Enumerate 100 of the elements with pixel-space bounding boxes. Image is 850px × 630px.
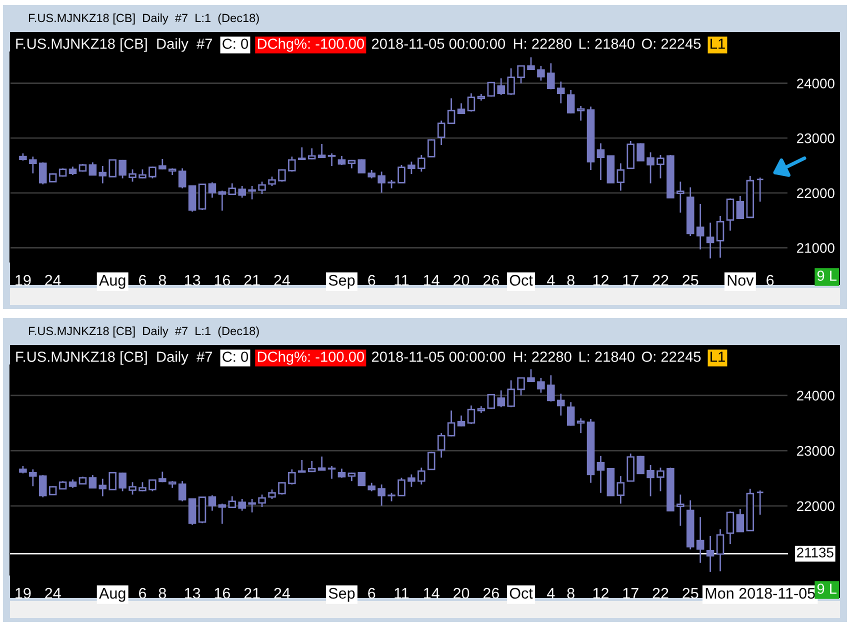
x-tick-label: 25 xyxy=(682,274,698,286)
y-tick-label: 24000 xyxy=(797,78,834,88)
candlestick xyxy=(656,154,664,180)
candlestick xyxy=(358,472,366,486)
candlestick xyxy=(517,377,525,396)
candlestick xyxy=(556,80,565,104)
text: 2018-11-05 00:00:00 xyxy=(372,352,506,362)
candlestick xyxy=(328,465,336,480)
x-tick-label: 6 xyxy=(766,274,774,286)
candlestick xyxy=(128,481,136,496)
candlestick xyxy=(616,475,625,504)
y-tick-label: 22000 xyxy=(797,501,834,512)
x-tick-label: Nov xyxy=(728,275,754,286)
candlestick xyxy=(507,68,515,96)
chart-title: F.US.MJNKZ18 [CB] Daily #7 L:1 (Dec18) xyxy=(28,14,259,24)
candlestick xyxy=(248,498,256,514)
candlestick xyxy=(278,481,286,496)
text: C: 0 xyxy=(222,352,248,362)
candlestick xyxy=(298,459,306,473)
x-tick-label: Oct xyxy=(510,274,533,286)
candlestick xyxy=(308,148,316,160)
text: F.US.MJNKZ18 [CB] Daily #7 xyxy=(16,351,212,365)
candlestick xyxy=(537,65,545,82)
candlestick xyxy=(408,160,416,175)
candlestick xyxy=(706,535,714,573)
candlestick xyxy=(457,102,466,115)
x-tick-label: 16 xyxy=(214,274,230,286)
candlestick xyxy=(547,62,555,90)
x-tick-label: 6 xyxy=(368,588,376,599)
candlestick xyxy=(408,474,416,488)
candlestick xyxy=(706,222,714,260)
candlestick xyxy=(288,468,296,486)
candlestick xyxy=(208,182,216,198)
candlestick xyxy=(298,146,306,160)
candlestick xyxy=(418,466,426,486)
x-tick-label: 8 xyxy=(158,274,166,286)
y-tick-label: 23000 xyxy=(797,133,834,144)
candlestick xyxy=(457,414,466,428)
candlestick xyxy=(38,162,47,185)
candlestick xyxy=(258,494,266,508)
text: O: 22245 xyxy=(642,38,701,49)
candlestick xyxy=(398,164,406,184)
candlestick xyxy=(318,456,326,472)
candlestick xyxy=(726,198,734,232)
candlestick xyxy=(148,166,156,180)
text: F.US.MJNKZ18 [CB] Daily #7 xyxy=(16,38,212,52)
x-tick-label: 25 xyxy=(682,588,698,599)
x-tick-label: 26 xyxy=(483,588,499,599)
y-tick-label: 23000 xyxy=(797,446,834,456)
candlestick xyxy=(378,484,386,506)
candlestick xyxy=(517,65,525,84)
candlestick xyxy=(726,510,734,545)
candlestick xyxy=(576,418,585,434)
x-tick-label: 24 xyxy=(45,274,61,286)
x-tick-label: 6 xyxy=(139,588,146,599)
x-tick-label: Mon 2018-11-05 xyxy=(706,588,815,599)
x-tick-label: Aug xyxy=(99,588,126,602)
x-tick-label: 6 xyxy=(368,274,376,286)
candlestick xyxy=(238,185,246,198)
candlestick xyxy=(328,152,336,167)
candlestick xyxy=(118,472,126,492)
x-tick-label: 11 xyxy=(394,275,409,286)
x-tick-label: 4 xyxy=(547,275,555,286)
text: H: 22280 xyxy=(514,38,572,49)
candlestick xyxy=(736,508,744,532)
x-tick-label: 24 xyxy=(45,588,61,599)
text: L1 xyxy=(710,352,725,362)
candlestick xyxy=(547,374,555,402)
x-tick-label: 22 xyxy=(652,588,668,599)
candlestick xyxy=(467,404,476,425)
candlestick xyxy=(108,159,116,178)
candlestick xyxy=(437,432,446,458)
x-tick-label: Aug xyxy=(99,275,126,289)
x-tick-label: 26 xyxy=(483,274,499,286)
candlestick xyxy=(158,158,166,170)
candlestick xyxy=(268,488,276,500)
text: L: 21840 xyxy=(579,352,634,362)
candlestick xyxy=(696,516,704,564)
candlestick xyxy=(218,190,226,212)
candlestick xyxy=(676,180,684,214)
candlestick xyxy=(338,155,346,166)
x-tick-label: 12 xyxy=(593,588,608,599)
candlestick xyxy=(656,466,664,492)
x-tick-label: 24 xyxy=(274,588,290,599)
candlestick xyxy=(98,478,107,497)
x-tick-label: 19 xyxy=(16,588,31,599)
candlestick xyxy=(447,410,456,438)
y-tick-label: 24000 xyxy=(797,390,834,401)
candlestick xyxy=(218,502,226,525)
x-tick-label: 8 xyxy=(158,588,166,599)
candlestick xyxy=(556,393,565,416)
candlestick xyxy=(248,185,256,200)
candlestick xyxy=(88,162,97,176)
candlestick xyxy=(427,451,436,470)
text: O: 22245 xyxy=(642,352,701,362)
candlestick xyxy=(288,156,296,172)
x-tick-label: 6 xyxy=(139,274,146,286)
candlestick xyxy=(178,168,186,190)
candlestick xyxy=(88,474,97,489)
x-tick-label: 14 xyxy=(424,275,440,286)
